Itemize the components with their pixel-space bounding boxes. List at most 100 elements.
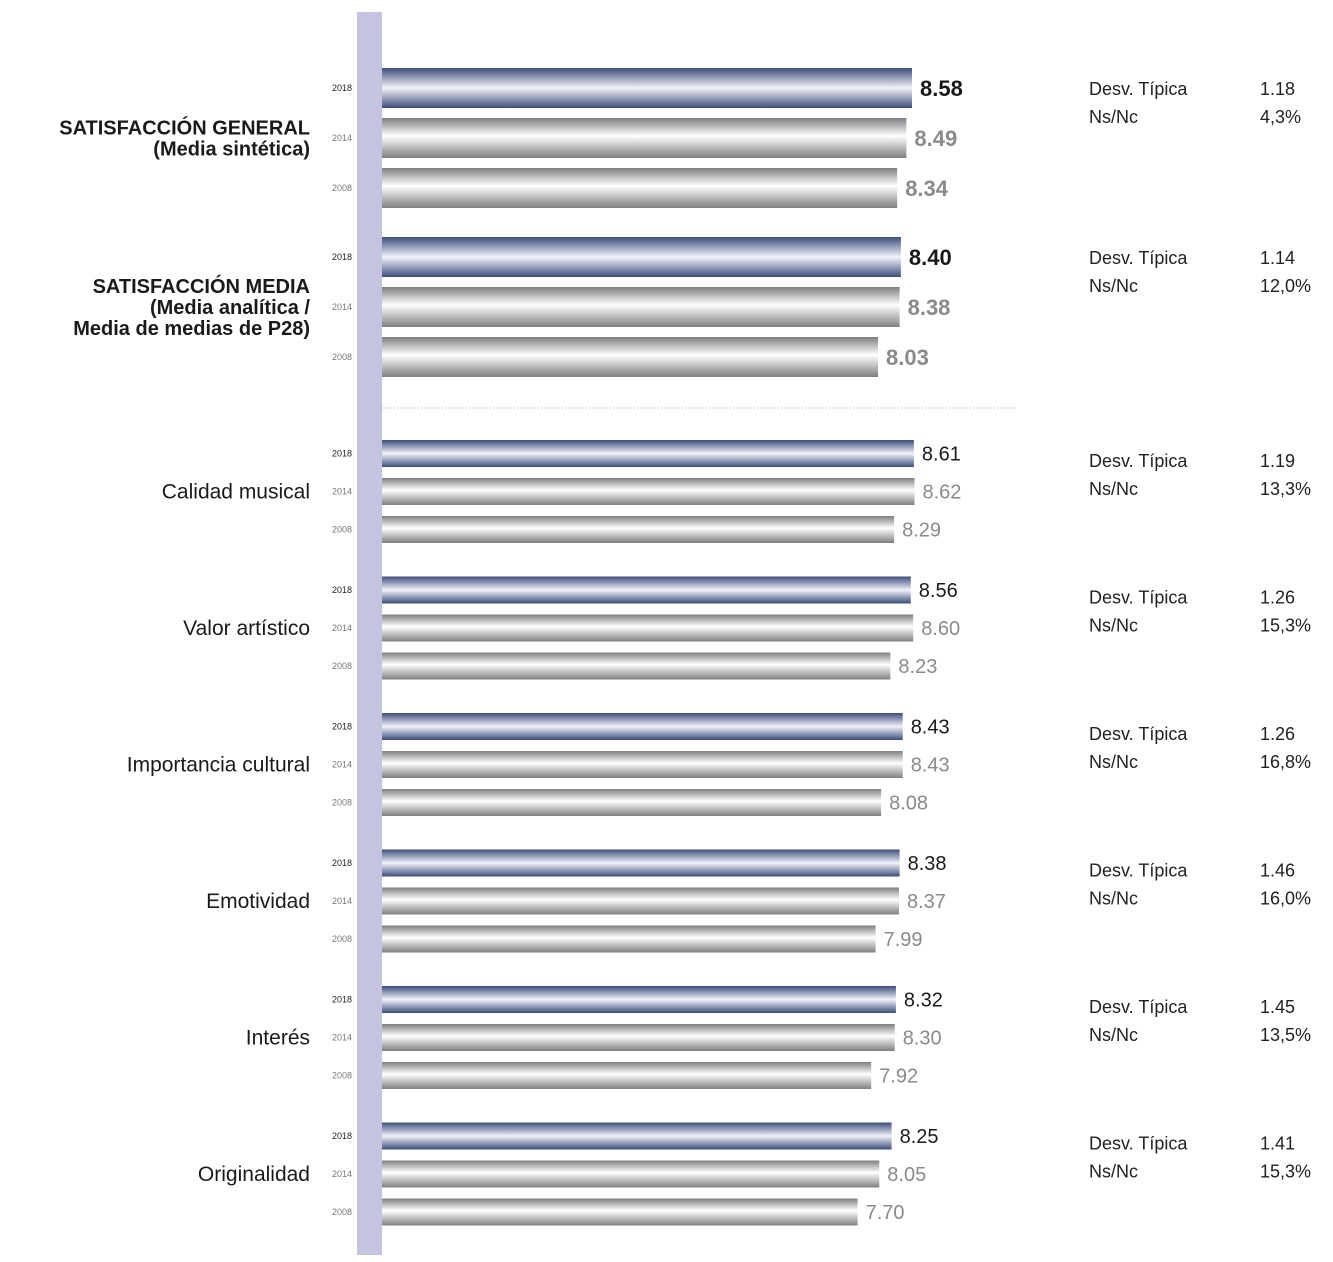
year-label: 2014 <box>332 1033 352 1043</box>
nsnc-value: 12,0% <box>1260 276 1311 296</box>
sd-value: 1.19 <box>1260 451 1295 471</box>
bar-2008 <box>382 1062 872 1089</box>
bar-2014 <box>382 887 899 915</box>
value-label: 8.23 <box>898 656 937 678</box>
nsnc-value: 16,8% <box>1260 752 1311 772</box>
nsnc-label: Ns/Nc <box>1089 479 1138 499</box>
bar-2018 <box>382 849 900 877</box>
bar-2018 <box>382 68 912 108</box>
nsnc-label: Ns/Nc <box>1089 1025 1138 1045</box>
sd-label: Desv. Típica <box>1089 997 1188 1017</box>
year-label: 2014 <box>332 623 352 633</box>
year-label: 2008 <box>332 1207 352 1217</box>
sd-value: 1.18 <box>1260 79 1295 99</box>
nsnc-label: Ns/Nc <box>1089 1162 1138 1182</box>
category-label: SATISFACCIÓN GENERAL <box>59 116 310 140</box>
category-label: (Media analítica / <box>150 297 310 319</box>
bar-2014 <box>382 118 907 158</box>
value-label: 8.37 <box>907 891 946 913</box>
value-label: 8.58 <box>920 76 963 101</box>
sd-label: Desv. Típica <box>1089 588 1188 608</box>
category-label: Originalidad <box>198 1163 310 1186</box>
bar-group: 2018 8.58 2014 8.49 2008 8.34 SATISFACCIÓN GEN… <box>59 68 1301 208</box>
category-label: Importancia cultural <box>127 754 310 777</box>
category-label: Valor artístico <box>183 617 310 640</box>
bar-2014 <box>382 287 900 327</box>
bar-2014 <box>382 1160 880 1188</box>
value-label: 8.38 <box>908 295 951 320</box>
year-label: 2008 <box>332 1071 352 1081</box>
bar-2018 <box>382 1122 892 1150</box>
year-label: 2018 <box>332 252 352 262</box>
bar-group: 2018 8.43 2014 8.43 2008 8.08 Importancia cult… <box>127 713 1311 816</box>
bar-2014 <box>382 1024 895 1051</box>
bar-2008 <box>382 168 898 208</box>
value-label: 8.60 <box>921 618 960 640</box>
year-label: 2008 <box>332 798 352 808</box>
bar-2008 <box>382 652 891 680</box>
category-label: Media de medias de P28) <box>73 318 310 340</box>
bar-2014 <box>382 478 915 505</box>
value-label: 8.43 <box>911 755 950 777</box>
nsnc-value: 13,5% <box>1260 1025 1311 1045</box>
sd-label: Desv. Típica <box>1089 451 1188 471</box>
value-label: 8.25 <box>900 1126 939 1148</box>
value-label: 8.56 <box>919 580 958 602</box>
bar-group: 2018 8.61 2014 8.62 2008 8.29 Calidad musical D… <box>162 440 1311 543</box>
bar-2014 <box>382 614 914 642</box>
year-label: 2008 <box>332 934 352 944</box>
sd-value: 1.41 <box>1260 1134 1295 1154</box>
axis-band <box>357 12 382 1255</box>
value-label: 7.70 <box>866 1202 905 1224</box>
bar-2018 <box>382 576 911 604</box>
category-label: SATISFACCIÓN MEDIA <box>93 274 310 298</box>
sd-label: Desv. Típica <box>1089 724 1188 744</box>
bar-groups: 2018 8.58 2014 8.49 2008 8.34 SATISFACCIÓN GEN… <box>59 68 1311 1226</box>
sd-label: Desv. Típica <box>1089 79 1188 99</box>
sd-value: 1.26 <box>1260 588 1295 608</box>
value-label: 8.40 <box>909 245 952 270</box>
sd-value: 1.45 <box>1260 997 1295 1017</box>
bar-2018 <box>382 986 896 1013</box>
value-label: 8.05 <box>887 1164 926 1186</box>
bar-2008 <box>382 925 876 953</box>
category-label: (Media sintética) <box>153 139 310 161</box>
bar-group: 2018 8.25 2014 8.05 2008 7.70 Originalidad Desv… <box>198 1122 1311 1226</box>
year-label: 2018 <box>332 1131 352 1141</box>
nsnc-value: 13,3% <box>1260 479 1311 499</box>
year-label: 2014 <box>332 133 352 143</box>
nsnc-label: Ns/Nc <box>1089 752 1138 772</box>
bar-group: 2018 8.40 2014 8.38 2008 8.03 SATISFACCIÓN MED… <box>73 237 1311 377</box>
bar-2014 <box>382 751 903 778</box>
bar-2008 <box>382 789 882 816</box>
year-label: 2008 <box>332 183 352 193</box>
value-label: 7.92 <box>879 1066 918 1088</box>
bar-2008 <box>382 516 895 543</box>
value-label: 8.29 <box>902 520 941 542</box>
value-label: 8.49 <box>914 126 957 151</box>
value-label: 8.03 <box>886 345 929 370</box>
sd-label: Desv. Típica <box>1089 1134 1188 1154</box>
value-label: 8.32 <box>904 990 943 1012</box>
sd-label: Desv. Típica <box>1089 248 1188 268</box>
bar-group: 2018 8.38 2014 8.37 2008 7.99 Emotividad Desv. … <box>206 849 1311 953</box>
year-label: 2008 <box>332 661 352 671</box>
year-label: 2018 <box>332 858 352 868</box>
year-label: 2014 <box>332 1169 352 1179</box>
year-label: 2018 <box>332 722 352 732</box>
nsnc-value: 15,3% <box>1260 616 1311 636</box>
value-label: 8.62 <box>923 482 962 504</box>
bar-2008 <box>382 1198 858 1226</box>
value-label: 8.34 <box>905 176 949 201</box>
year-label: 2008 <box>332 525 352 535</box>
category-label: Interés <box>246 1027 310 1050</box>
year-label: 2018 <box>332 83 352 93</box>
bar-2018 <box>382 713 903 740</box>
value-label: 8.08 <box>889 793 928 815</box>
sd-value: 1.26 <box>1260 724 1295 744</box>
nsnc-value: 15,3% <box>1260 1162 1311 1182</box>
year-label: 2014 <box>332 896 352 906</box>
nsnc-value: 4,3% <box>1260 107 1301 127</box>
sd-value: 1.14 <box>1260 248 1295 268</box>
nsnc-label: Ns/Nc <box>1089 107 1138 127</box>
